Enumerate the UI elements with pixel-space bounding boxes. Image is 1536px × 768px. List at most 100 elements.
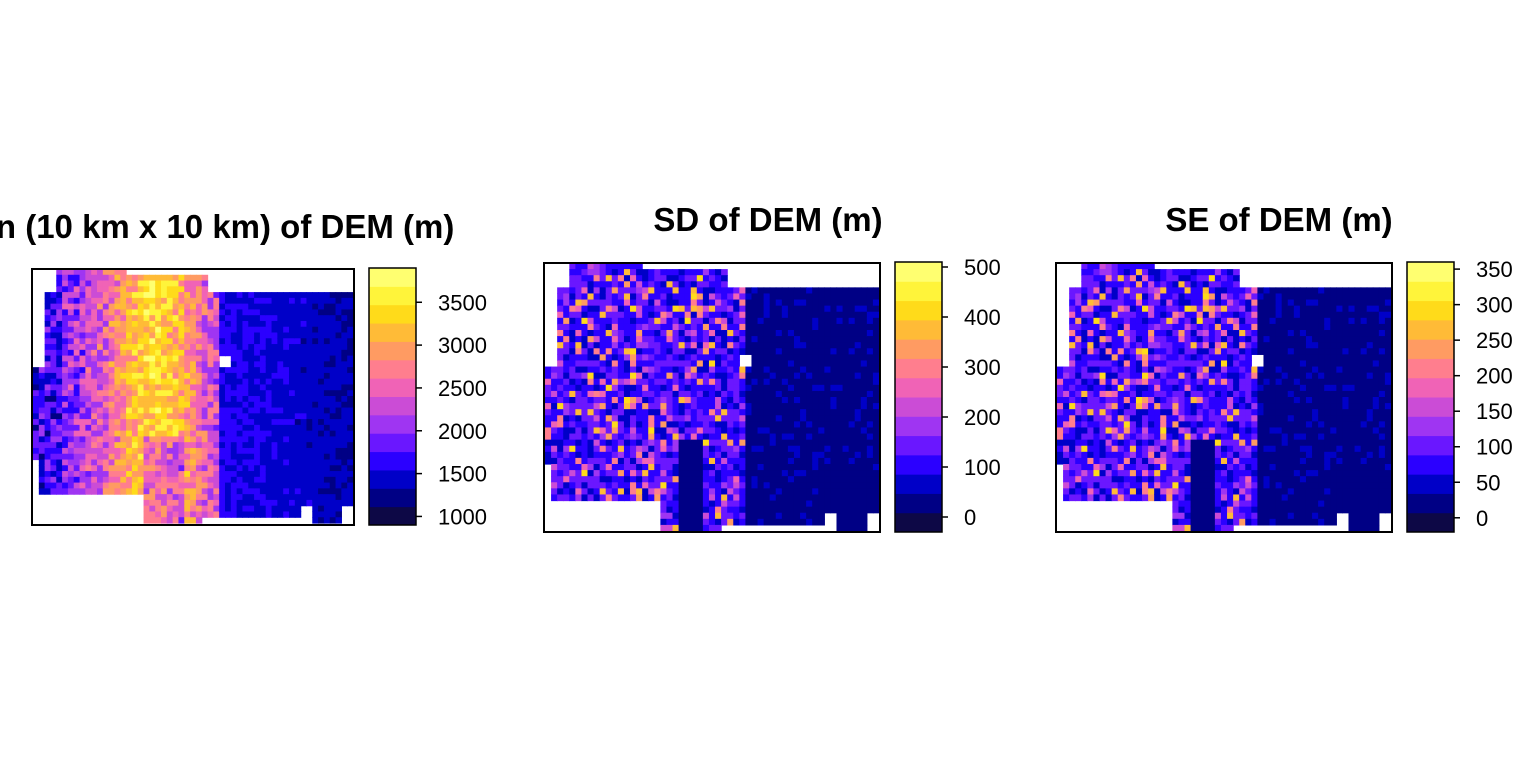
raster-cell xyxy=(708,476,716,483)
raster-cell xyxy=(781,506,789,514)
raster-cell xyxy=(236,320,244,328)
raster-cell xyxy=(684,275,692,282)
raster-cell xyxy=(277,413,284,420)
raster-cell xyxy=(672,482,680,489)
raster-cell xyxy=(660,476,668,483)
raster-cell xyxy=(166,367,174,374)
raster-cell xyxy=(108,372,116,380)
raster-cell xyxy=(684,464,692,471)
raster-cell xyxy=(73,326,81,334)
raster-cell xyxy=(830,451,838,459)
raster-cell xyxy=(242,459,249,466)
raster-cell xyxy=(660,506,668,514)
raster-cell xyxy=(283,430,290,438)
raster-cell xyxy=(289,413,296,420)
raster-cell xyxy=(102,396,110,403)
raster-cell xyxy=(690,397,698,404)
raster-cell xyxy=(1148,390,1155,398)
raster-cell xyxy=(587,275,595,282)
raster-cell xyxy=(678,366,686,374)
raster-cell xyxy=(201,505,209,513)
raster-cell xyxy=(654,451,661,459)
raster-cell xyxy=(666,287,674,295)
raster-cell xyxy=(727,494,734,502)
raster-cell xyxy=(131,430,139,438)
raster-cell xyxy=(1105,451,1113,459)
raster-cell xyxy=(102,482,110,489)
raster-cell xyxy=(289,401,296,409)
raster-cell xyxy=(254,430,261,438)
raster-cell xyxy=(62,315,69,322)
raster-cell xyxy=(85,378,92,386)
raster-cell xyxy=(91,459,98,466)
raster-cell xyxy=(818,311,825,319)
raster-cell xyxy=(769,488,777,496)
raster-cell xyxy=(745,366,753,374)
raster-cell xyxy=(708,348,716,355)
raster-cell xyxy=(1093,372,1101,380)
raster-cell xyxy=(1075,366,1082,374)
raster-cell xyxy=(242,332,249,339)
raster-cell xyxy=(581,366,589,374)
raster-cell xyxy=(860,433,868,441)
raster-cell xyxy=(300,465,308,472)
raster-cell xyxy=(733,311,740,319)
raster-cell xyxy=(1069,323,1076,331)
raster-cell xyxy=(611,317,619,325)
raster-cell xyxy=(654,457,661,465)
raster-cell xyxy=(283,459,290,466)
raster-cell xyxy=(1093,415,1101,422)
raster-cell xyxy=(1069,482,1076,489)
raster-cell xyxy=(329,482,337,489)
raster-cell xyxy=(1117,421,1125,429)
raster-cell xyxy=(690,317,698,325)
raster-cell xyxy=(654,317,661,325)
raster-cell xyxy=(806,439,813,447)
raster-cell xyxy=(739,299,746,307)
raster-cell xyxy=(715,445,722,453)
raster-cell xyxy=(62,401,69,409)
raster-cell xyxy=(684,476,692,483)
raster-cell xyxy=(557,451,564,459)
raster-cell xyxy=(195,286,203,293)
raster-cell xyxy=(793,348,801,355)
raster-cell xyxy=(289,476,296,484)
raster-cell xyxy=(225,413,232,420)
raster-cell xyxy=(108,378,116,386)
raster-cell xyxy=(733,445,740,453)
raster-cell xyxy=(242,482,249,489)
raster-cell xyxy=(120,274,127,282)
raster-cell xyxy=(617,470,625,477)
raster-cell xyxy=(623,494,631,502)
raster-cell xyxy=(605,269,613,276)
raster-cell xyxy=(593,457,601,465)
raster-cell xyxy=(114,297,121,305)
raster-cell xyxy=(854,397,862,404)
raster-cell xyxy=(599,263,607,270)
raster-cell xyxy=(812,287,819,295)
raster-cell xyxy=(611,415,619,422)
raster-cell xyxy=(254,407,261,414)
raster-cell xyxy=(793,342,801,349)
raster-cell xyxy=(67,465,75,472)
raster-cell xyxy=(715,464,722,471)
raster-cell xyxy=(242,465,249,472)
raster-cell xyxy=(617,348,625,355)
raster-cell xyxy=(800,342,807,349)
raster-cell xyxy=(793,354,801,362)
raster-cell xyxy=(1099,354,1107,362)
raster-cell xyxy=(696,317,704,325)
raster-cell xyxy=(1087,433,1095,441)
raster-cell xyxy=(745,421,753,429)
raster-cell xyxy=(806,293,813,301)
raster-cell xyxy=(812,482,819,489)
raster-cell xyxy=(1148,360,1155,368)
raster-cell xyxy=(265,465,273,472)
raster-cell xyxy=(593,342,601,349)
raster-cell xyxy=(830,445,838,453)
raster-cell xyxy=(131,361,139,368)
raster-cell xyxy=(1087,299,1095,307)
raster-cell xyxy=(842,409,850,416)
raster-cell xyxy=(137,332,145,339)
raster-cell xyxy=(623,488,631,496)
